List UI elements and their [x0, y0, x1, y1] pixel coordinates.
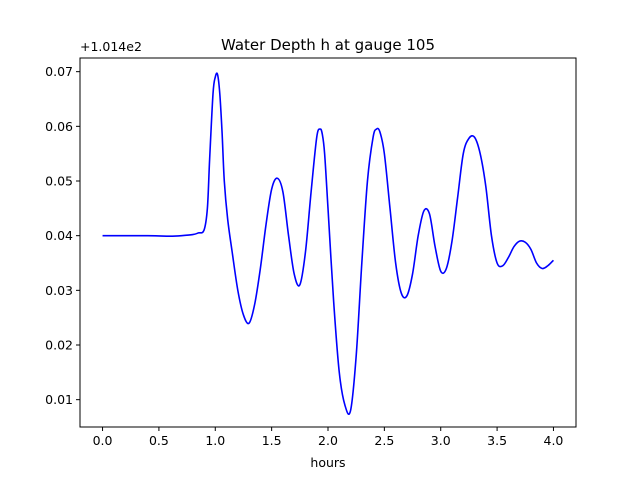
chart-title: Water Depth h at gauge 105: [221, 36, 435, 54]
x-axis: 0.0 0.5 1.0 1.5 2.0 2.5 3.0 3.5 4.0: [93, 427, 564, 448]
plot-frame: [79, 57, 577, 428]
x-tick-label: 3.5: [487, 433, 507, 448]
x-tick-label: 1.5: [262, 433, 282, 448]
x-tick-label: 0.0: [93, 433, 113, 448]
x-tick-label: 3.0: [431, 433, 451, 448]
y-tick-label: 0.05: [45, 174, 73, 189]
y-tick-label: 0.01: [45, 392, 73, 407]
series-line: [102, 72, 555, 415]
y-tick-label: 0.06: [45, 119, 73, 134]
y-tick-label: 0.04: [45, 228, 73, 243]
x-tick-label: 1.0: [205, 433, 225, 448]
y-axis: 0.01 0.02 0.03 0.04 0.05 0.06 0.07: [45, 64, 80, 407]
x-tick-label: 0.5: [149, 433, 169, 448]
x-tick-label: 2.5: [374, 433, 394, 448]
y-offset-label: +1.014e2: [80, 39, 142, 54]
y-tick-label: 0.02: [45, 338, 73, 353]
x-tick-label: 2.0: [318, 433, 338, 448]
y-tick-label: 0.07: [45, 64, 73, 79]
x-tick-label: 4.0: [544, 433, 564, 448]
y-tick-label: 0.03: [45, 283, 73, 298]
x-axis-label: hours: [310, 455, 345, 470]
